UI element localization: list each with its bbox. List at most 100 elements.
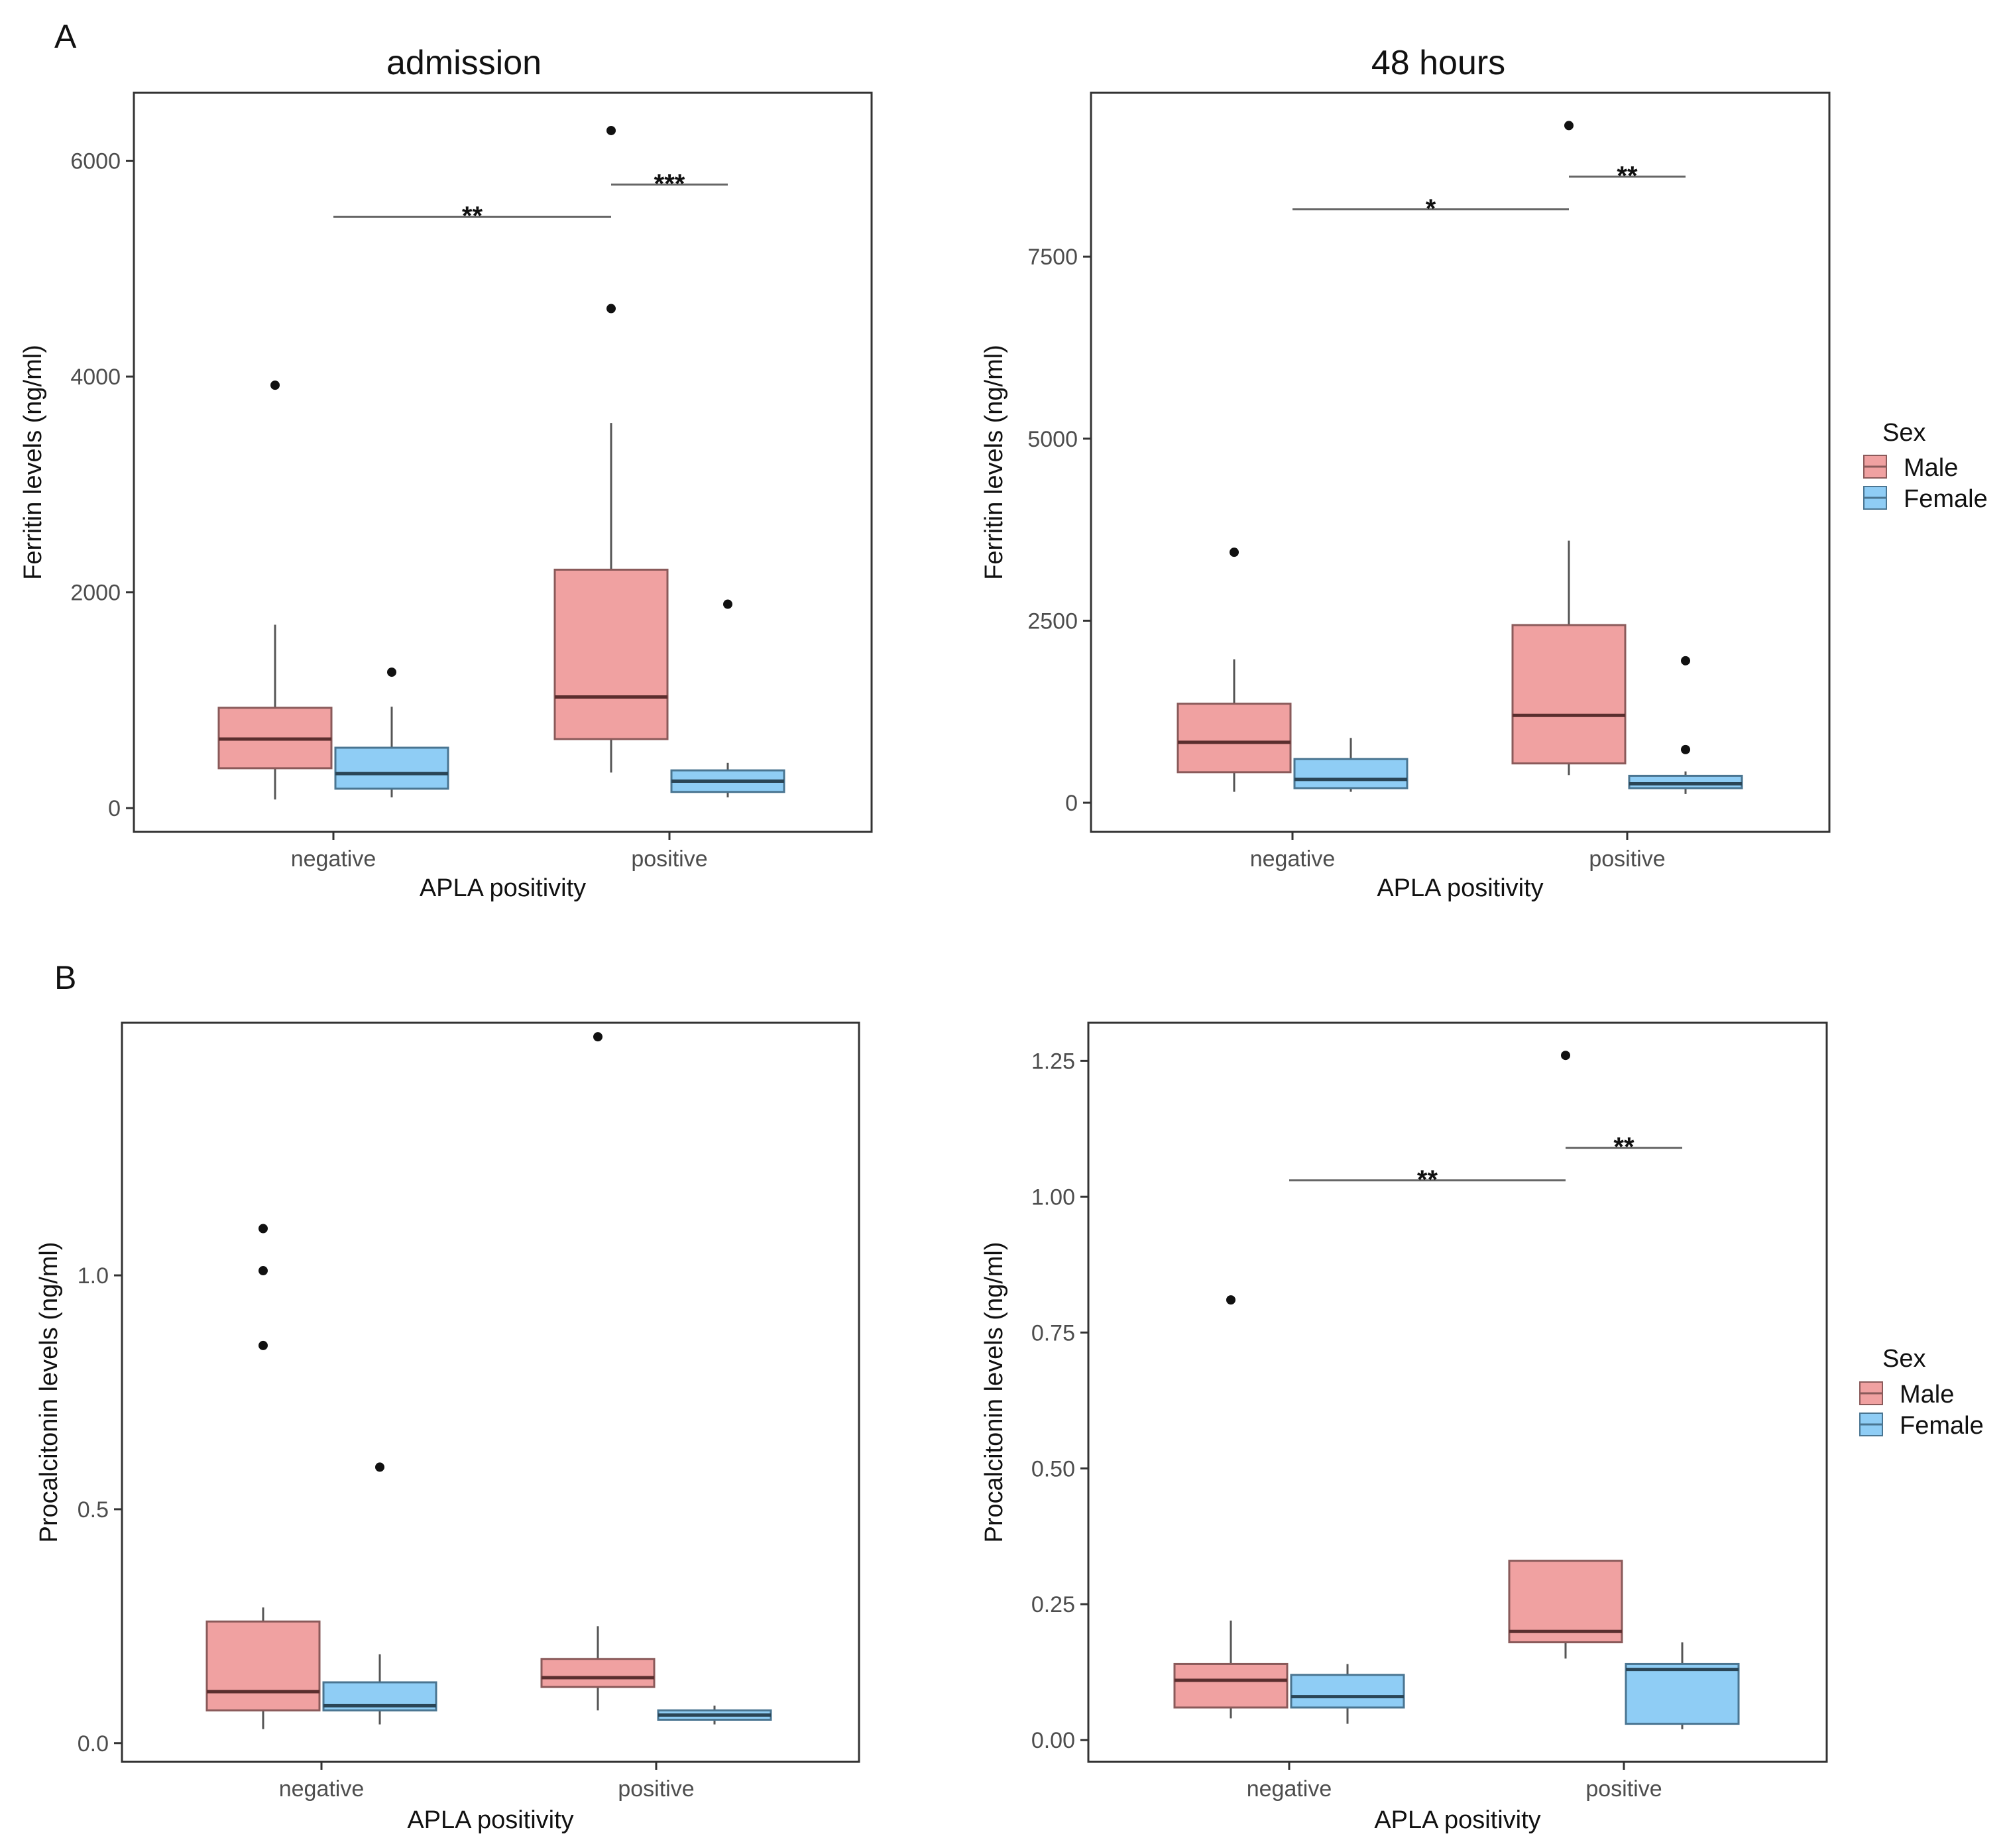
box-iqr [553,568,669,740]
y-tick-label: 7500 [1027,245,1078,270]
significance-label: *** [654,169,685,198]
box-female-positive [1625,1642,1740,1729]
box-male-negative [217,380,333,800]
legend-title: Sex [1882,419,1925,447]
significance-label: ** [1613,1133,1635,1162]
box-iqr [1508,1560,1623,1644]
significance-bracket: ** [333,202,611,231]
y-tick-label: 1.00 [1031,1184,1075,1210]
box-male-positive [540,1032,656,1711]
box-female-positive [1628,656,1743,794]
y-tick-label: 0 [1065,791,1078,816]
y-tick-label: 2000 [70,581,121,606]
legend-top: Sex Male Female [1863,419,1988,513]
significance-bracket: ** [1569,161,1686,190]
outlier-point [606,304,616,314]
box-iqr [540,1658,656,1688]
y-tick-label: 0.0 [78,1731,109,1757]
y-axis-title: Procalcitonin levels (ng/ml) [35,1242,63,1542]
x-tick-label: negative [279,1776,365,1802]
outlier-point [270,380,280,390]
box-iqr [1511,624,1627,765]
box-female-positive [657,1705,772,1725]
y-tick-label: 0.25 [1031,1592,1075,1617]
chart-ferritin-admission: admission 0 2000 4000 6000 negative positive AP… [19,44,873,902]
box-iqr [1290,1674,1405,1709]
significance-bracket: * [1292,194,1569,223]
y-tick-label: 0 [108,796,121,821]
legend-title: Sex [1882,1345,1925,1373]
box-female-negative [322,1462,437,1725]
y-tick-label: 0.00 [1031,1728,1075,1753]
box-iqr [334,746,449,790]
x-tick-label: negative [1247,1776,1332,1802]
box-female-negative [334,667,449,797]
outlier-point [606,125,616,135]
box-iqr [1625,1662,1740,1725]
box-male-negative [205,1224,321,1729]
x-axis-title: APLA positivity [407,1806,573,1834]
y-tick-label: 5000 [1027,427,1078,452]
legend-key-male [1863,455,1887,479]
y-axis-title: Procalcitonin levels (ng/ml) [980,1242,1008,1542]
chart-ferritin-48-hours: 48 hours 0 2500 5000 7500 negative positive APL… [980,44,1831,902]
box-iqr [205,1620,321,1711]
outlier-point [375,1462,384,1472]
significance-label: ** [462,202,483,231]
y-tick-label: 0.75 [1031,1320,1075,1346]
outlier-point [1681,656,1690,665]
x-tick-label: positive [631,846,707,872]
y-tick-label: 4000 [70,365,121,390]
legend-bottom: Sex Male Female [1859,1345,1984,1440]
y-tick-label: 1.0 [78,1263,109,1289]
x-tick-label: negative [1250,846,1336,872]
box-iqr [1628,774,1743,789]
box-male-negative [1177,548,1292,792]
legend-key-female [1863,486,1887,510]
chart-procalcitonin-48-hours: 0.00 0.25 0.50 0.75 1.00 1.25 negative positive… [980,1021,1828,1834]
x-axis-title: APLA positivity [1374,1806,1540,1834]
chart-procalcitonin-admission: 0.0 0.5 1.0 negative positive APLA positivity… [35,1021,860,1834]
y-tick-label: 0.5 [78,1497,109,1523]
outlier-point [258,1340,268,1350]
x-tick-label: negative [291,846,376,872]
legend-key-male [1859,1381,1883,1405]
box-iqr [1173,1662,1289,1709]
panel-title: 48 hours [1371,44,1505,82]
outlier-point [258,1266,268,1276]
plot-frame [1087,1021,1828,1763]
y-axis-title: Ferritin levels (ng/ml) [980,345,1008,580]
panel-letter-a: A [54,18,77,55]
y-tick-label: 0.50 [1031,1456,1075,1481]
significance-label: ** [1617,161,1638,190]
significance-bracket: ** [1566,1133,1682,1162]
significance-label: * [1426,194,1436,223]
legend-label-female: Female [1904,485,1988,513]
x-tick-label: positive [1589,846,1665,872]
box-male-positive [553,125,669,773]
outlier-point [1561,1051,1570,1061]
box-female-negative [1293,738,1408,792]
outlier-point [258,1224,268,1234]
panel-title: admission [386,44,542,82]
box-iqr [1177,703,1292,774]
y-tick-label: 1.25 [1031,1049,1075,1074]
x-axis-title: APLA positivity [1377,874,1543,902]
box-male-positive [1508,1051,1623,1659]
box-male-positive [1511,121,1627,776]
box-iqr [1293,758,1408,789]
box-female-positive [670,599,785,797]
significance-bracket: *** [611,169,728,198]
x-axis-title: APLA positivity [420,874,586,902]
panel-letter-b: B [54,959,76,996]
outlier-point [1564,121,1574,131]
box-female-negative [1290,1664,1405,1724]
outlier-point [1226,1295,1235,1305]
legend-label-male: Male [1904,454,1958,482]
outlier-point [723,599,732,609]
outlier-point [1681,744,1690,754]
outlier-point [593,1032,603,1042]
legend-label-female: Female [1900,1412,1984,1440]
y-axis-title: Ferritin levels (ng/ml) [19,345,47,580]
